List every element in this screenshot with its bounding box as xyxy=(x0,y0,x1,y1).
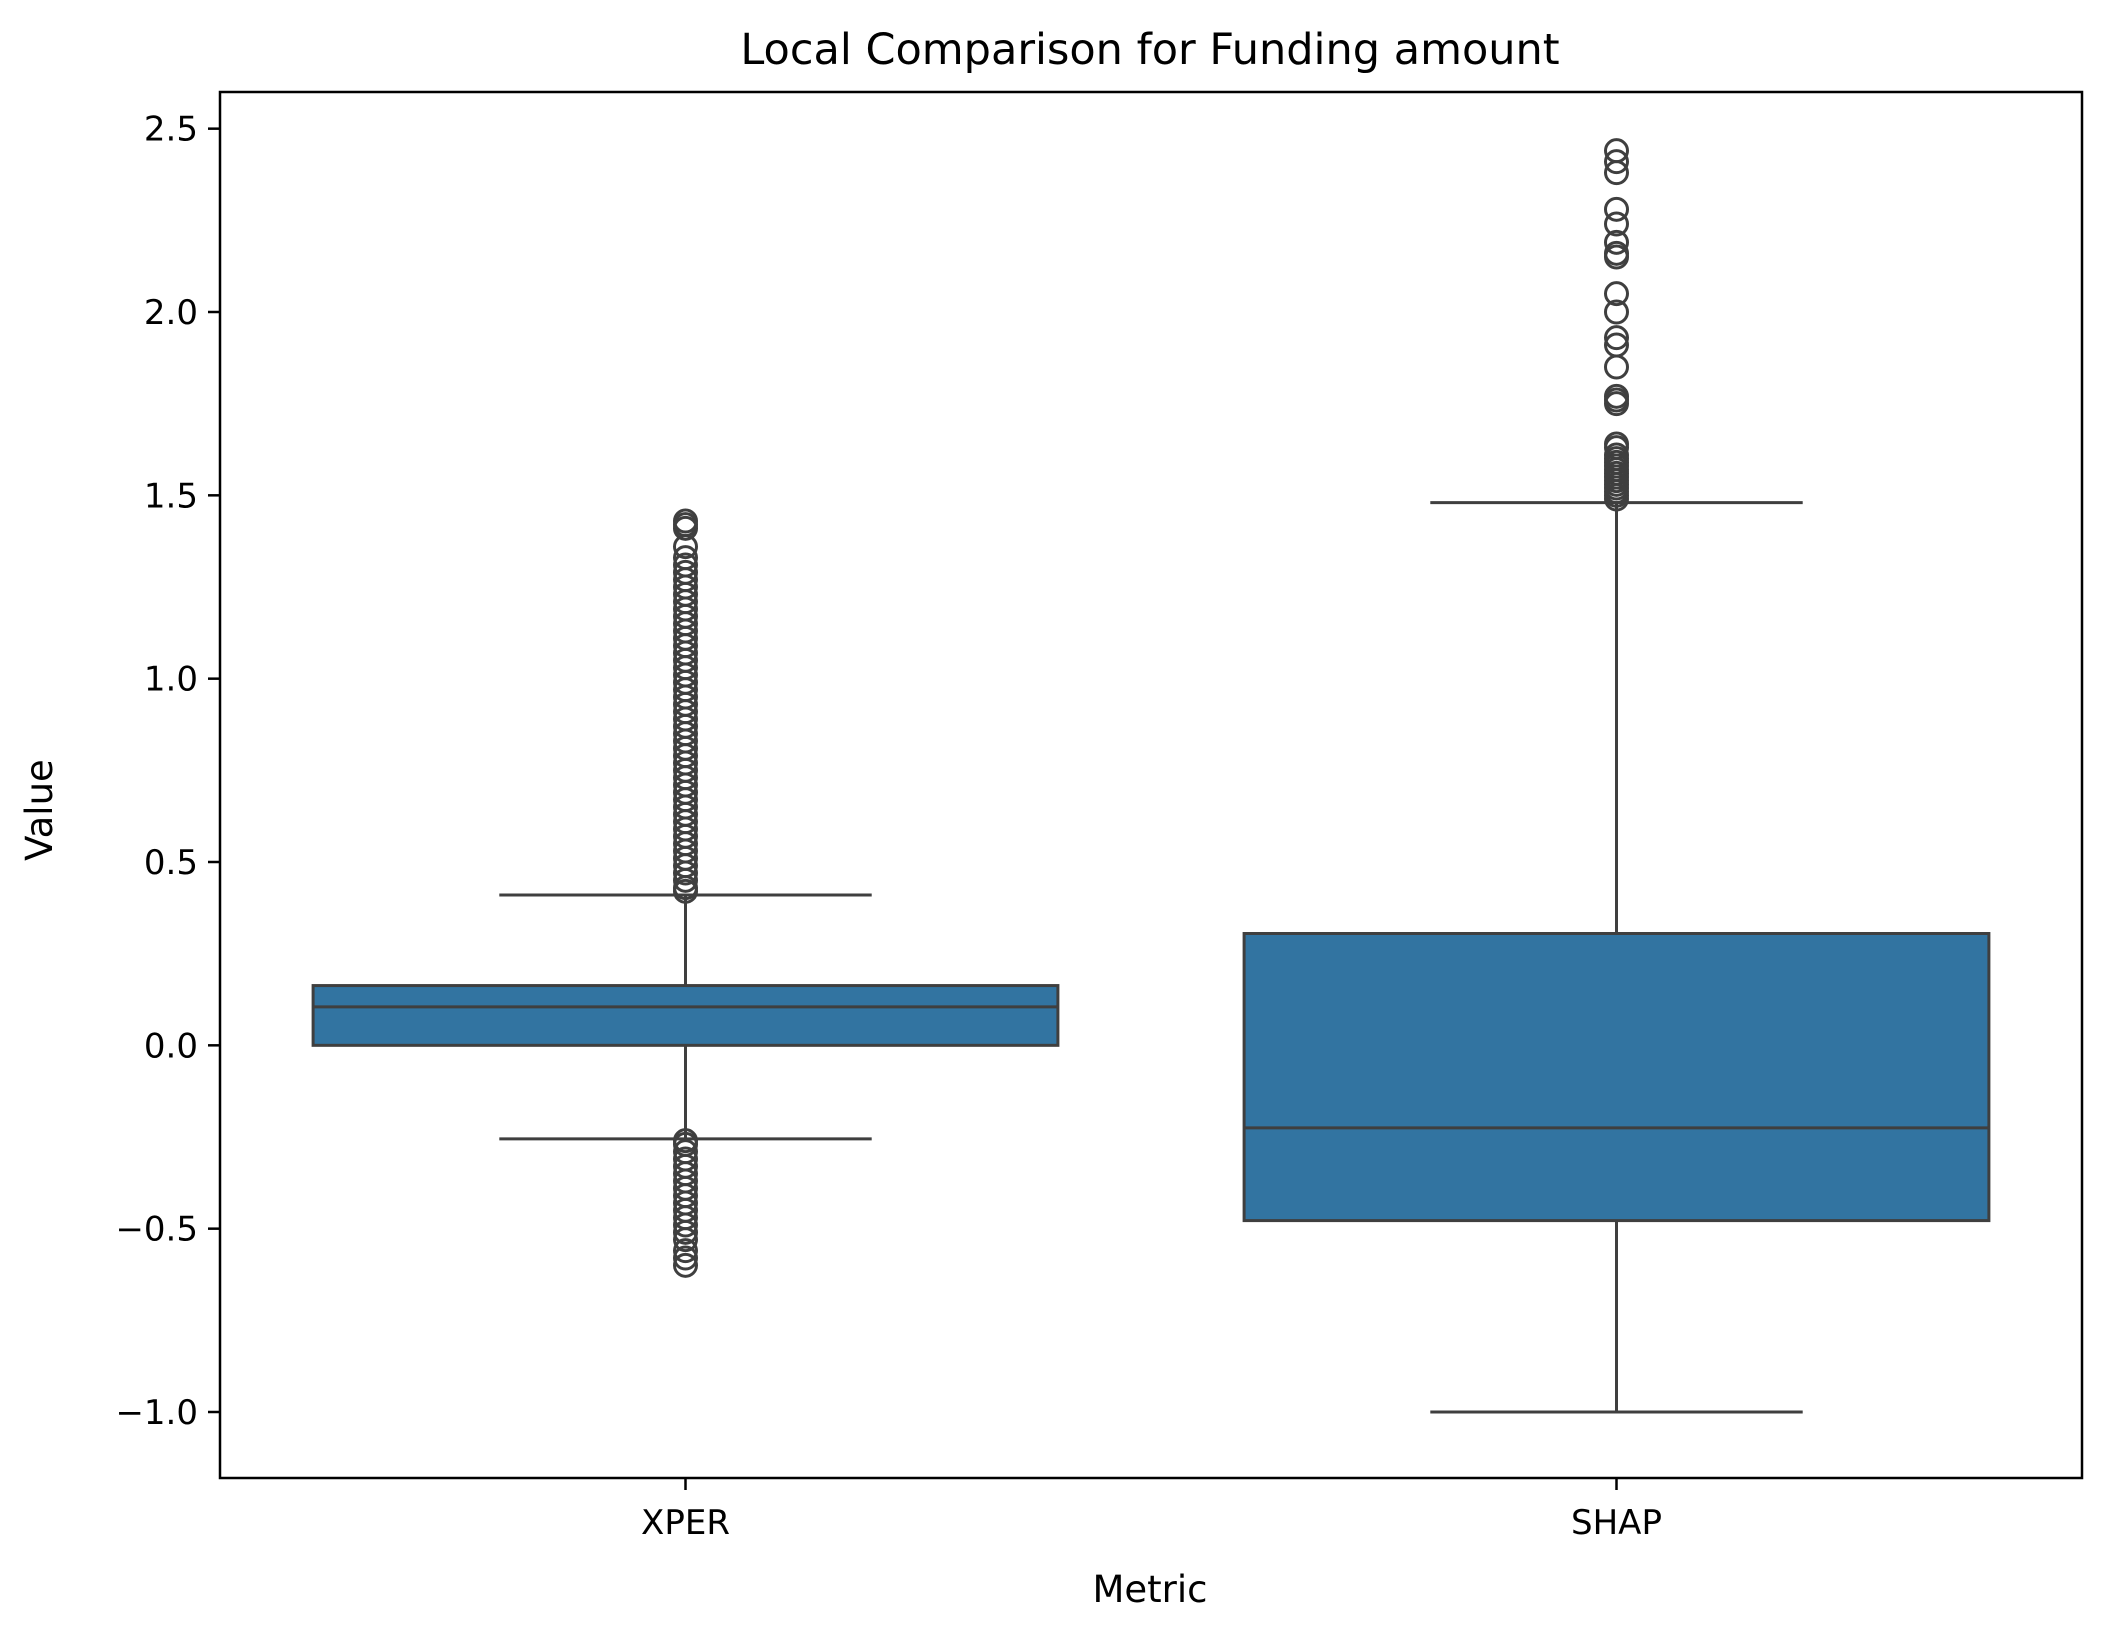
axes-frame xyxy=(218,90,2084,1480)
shap-outlier xyxy=(1604,160,1629,186)
shap-outlier xyxy=(1604,299,1629,325)
y-tick-label: 1.5 xyxy=(144,476,198,516)
xper-outlier xyxy=(673,1219,698,1245)
xper-box xyxy=(311,984,1060,1047)
shap-outlier xyxy=(1604,244,1629,270)
shap-outlier xyxy=(1604,354,1629,380)
y-axis-label: Value xyxy=(18,759,61,861)
shap-outlier xyxy=(1604,281,1629,307)
xper-outlier xyxy=(673,1252,698,1278)
plot-area: −1.0 −0.5 0.0 0.5 1.0 1.5 2.0 2.5 XPER SHAP xyxy=(115,90,2084,1543)
xper-outlier xyxy=(673,1245,698,1271)
y-tick-label: −1.0 xyxy=(115,1393,198,1433)
shap-outlier xyxy=(1604,229,1629,255)
y-tick-label: 0.0 xyxy=(144,1026,198,1066)
xper-outlier xyxy=(673,878,698,904)
shap-outlier xyxy=(1604,325,1629,351)
shap-outlier xyxy=(1604,211,1629,237)
chart-title: Local Comparison for Funding amount xyxy=(740,25,1559,75)
xper-outlier xyxy=(673,860,698,886)
xper-outlier xyxy=(673,534,698,560)
shap-outlier xyxy=(1604,486,1629,512)
shap-box xyxy=(1242,932,1991,1223)
y-tick-label: 2.0 xyxy=(144,293,198,333)
xper-outlier xyxy=(673,1212,698,1238)
y-tick-label: −0.5 xyxy=(115,1210,198,1250)
xper-outlier xyxy=(673,515,698,541)
y-tick-label: 1.0 xyxy=(144,660,198,700)
y-tick-label: 2.5 xyxy=(144,110,198,150)
x-tick-label: SHAP xyxy=(1571,1503,1662,1543)
shap-outlier xyxy=(1604,149,1629,175)
xper-outlier xyxy=(673,867,698,893)
x-tick-label: XPER xyxy=(641,1503,730,1543)
xper-outlier xyxy=(673,1238,698,1264)
shap-outlier xyxy=(1604,196,1629,222)
x-axis-label: Metric xyxy=(1092,1568,1207,1611)
xper-outlier xyxy=(673,1227,698,1253)
y-tick-label: 0.5 xyxy=(144,843,198,883)
shap-outlier xyxy=(1604,391,1629,417)
